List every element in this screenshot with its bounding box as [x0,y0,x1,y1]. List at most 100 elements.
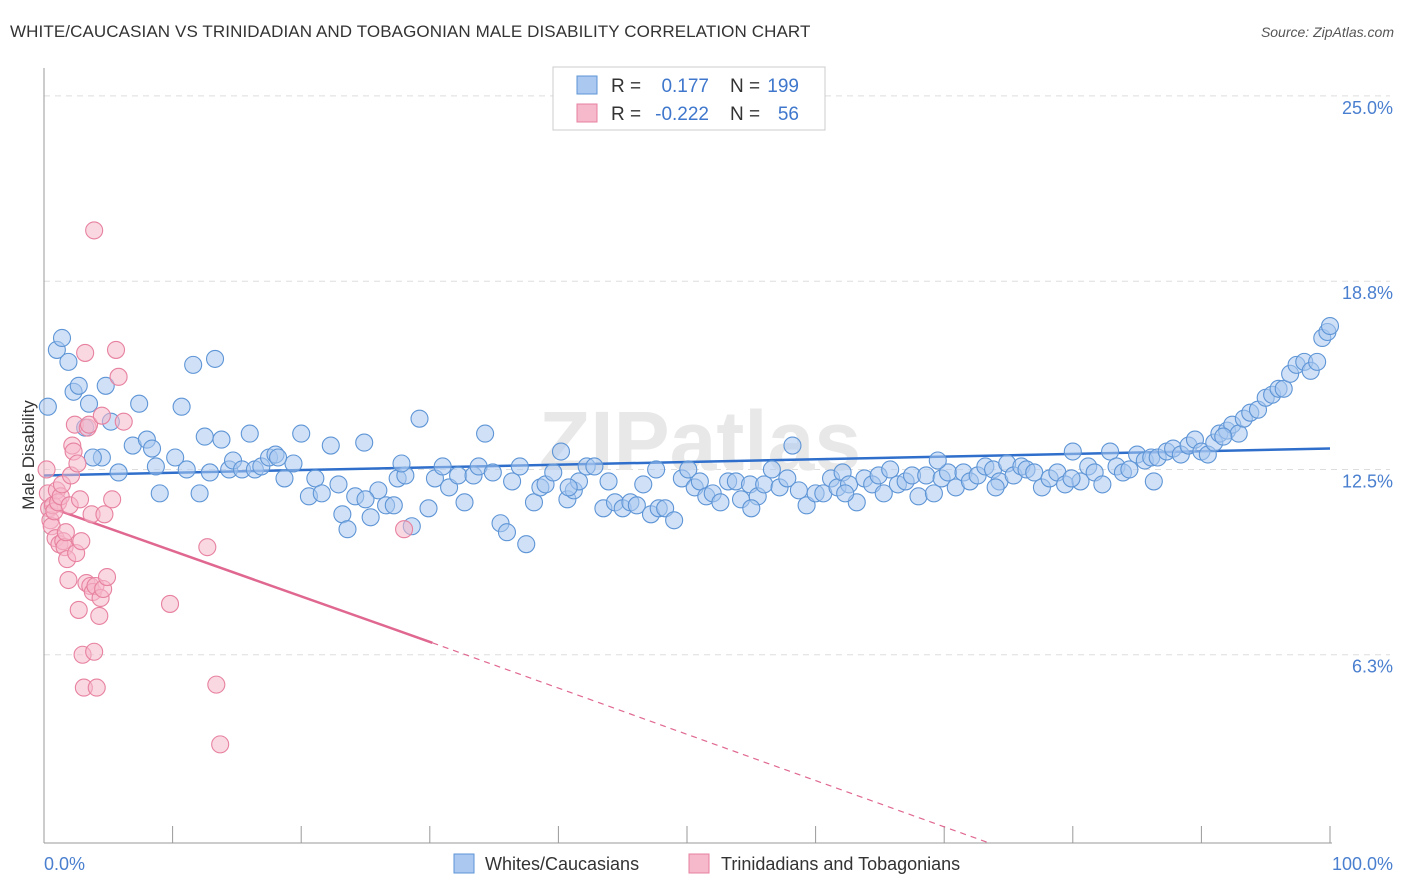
chart-title: WHITE/CAUCASIAN VS TRINIDADIAN AND TOBAG… [10,22,811,41]
point-trinidadians [59,570,78,590]
point-whites [356,490,375,509]
point-whites [1025,463,1044,482]
stats-legend-swatch-blue [576,75,598,95]
point-whites [269,448,288,467]
point-whites [797,496,816,515]
point-whites [142,439,162,458]
point-whites [1062,469,1081,488]
point-trinidadians [56,523,75,542]
point-whites [79,394,99,413]
point-whites [109,463,128,482]
trend-line-trinidadians [43,504,433,644]
point-whites [177,460,196,479]
point-trinidadians [207,675,226,694]
point-whites [665,511,684,530]
point-trinidadians [37,460,56,479]
points-layer [37,221,1340,754]
point-whites [924,484,943,503]
trend-line-trinidadians-extrapolated [432,642,990,844]
point-whites [190,484,209,503]
point-trinidadians [97,567,117,587]
point-whites [551,442,571,461]
point-whites [195,427,214,446]
point-whites [449,466,468,485]
point-whites [789,481,808,500]
y-axis-label: Male Disability [19,400,38,510]
point-whites [150,484,169,503]
point-trinidadians [85,642,104,661]
point-whites [503,472,522,491]
point-whites [986,478,1005,497]
point-whites [146,457,165,476]
stats-r-label-pink: R = [611,104,641,125]
point-trinidadians [114,412,133,431]
stats-n-label-blue: N = [730,76,760,97]
point-whites [836,484,855,503]
point-whites [275,469,294,488]
stats-r-value-pink: -0.222 [655,104,709,125]
point-whites [917,466,936,485]
point-whites [166,448,185,467]
point-whites [778,469,797,488]
point-whites [647,460,666,479]
stats-n-value-blue: 199 [767,76,799,97]
point-whites [392,454,411,473]
y-tick-label: 6.3% [1352,657,1393,677]
point-trinidadians [103,490,122,509]
point-whites [679,460,698,479]
legend-label-whites: Whites/Caucasians [485,854,639,874]
point-trinidadians [72,532,91,551]
stats-r-value-blue: 0.177 [661,76,709,97]
point-whites [476,424,495,443]
point-trinidadians [211,735,230,754]
point-trinidadians [198,538,217,557]
point-trinidadians [160,594,180,613]
point-trinidadians [95,505,114,524]
point-whites [384,496,403,515]
point-whites [711,493,730,512]
point-whites [690,472,709,491]
point-whites [1144,472,1163,491]
point-whites [329,475,348,494]
point-whites [312,484,331,503]
x-tick-label: 0.0% [44,854,85,874]
point-whites [928,451,947,470]
point-whites [517,535,536,554]
point-whites [205,349,225,368]
point-whites [762,460,781,479]
point-whites [874,484,893,503]
stats-legend: R = 0.177 N = 199 R = -0.222 N = 56 [552,66,826,131]
stats-legend-box [552,66,826,131]
point-whites [292,424,311,443]
point-whites [1063,442,1082,461]
point-whites [433,457,452,476]
point-whites [38,397,57,416]
point-whites [369,481,388,500]
point-trinidadians [79,415,99,434]
point-whites [742,499,761,518]
point-whites [284,454,303,473]
point-whites [212,430,231,449]
y-tick-label: 12.5% [1342,471,1393,491]
point-whites [544,463,563,482]
point-whites [1308,352,1327,371]
point-trinidadians [106,340,126,359]
point-whites [338,520,357,539]
series-legend: Whites/Caucasians Trinidadians and Tobag… [453,853,960,874]
point-whites [130,394,149,413]
point-whites [909,487,928,506]
point-whites [59,352,78,371]
point-whites [69,376,88,395]
x-tick-label: 100.0% [1332,854,1393,874]
point-trinidadians [85,221,104,240]
point-whites [656,499,675,518]
trend-layer [43,447,1331,844]
point-trinidadians [90,606,109,625]
point-whites [240,424,259,443]
point-trinidadians [70,490,90,509]
grid-layer [44,95,1390,656]
point-trinidadians [68,454,87,473]
point-whites [410,409,429,428]
stats-legend-swatch-pink [576,103,598,123]
point-whites [627,496,646,515]
